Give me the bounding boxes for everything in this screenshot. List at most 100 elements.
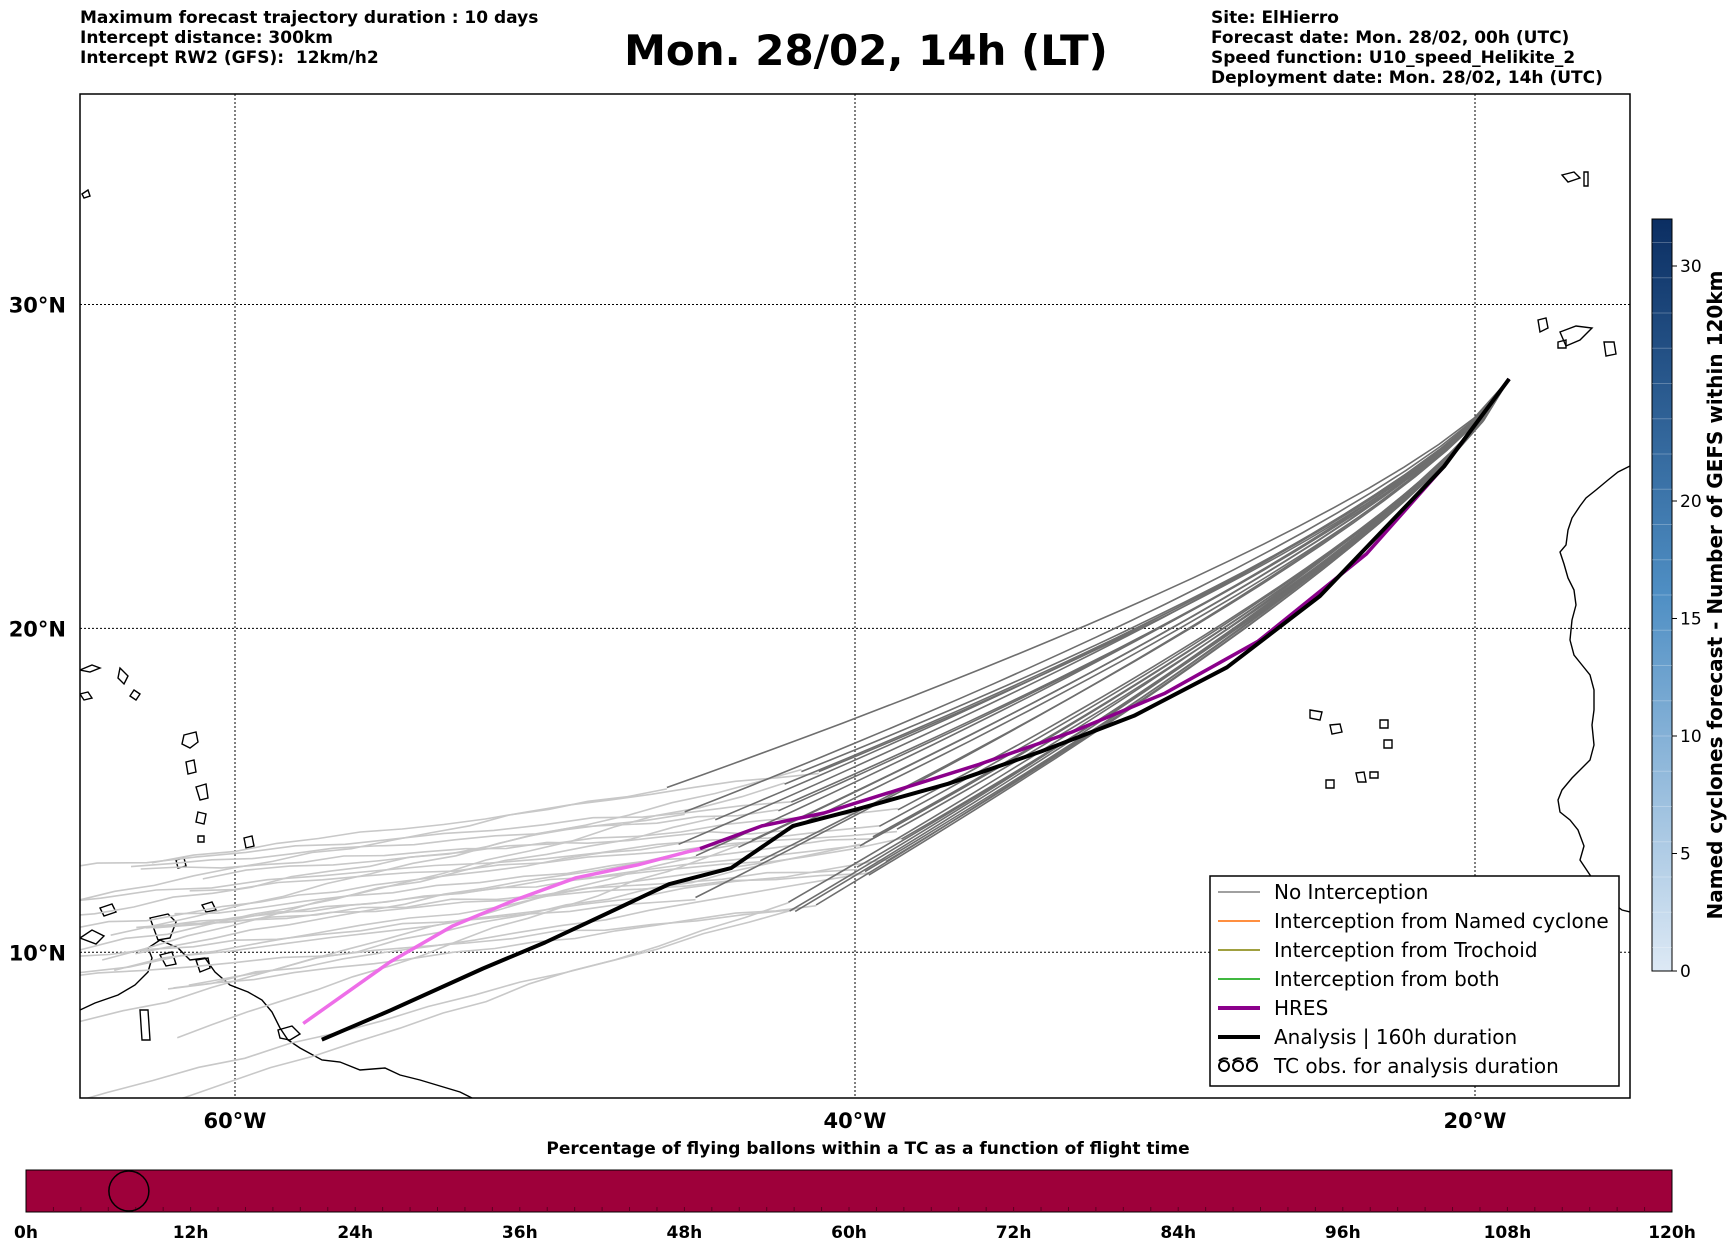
timeline-tick-label: 60h (831, 1223, 867, 1241)
timeline-tick-label: 36h (502, 1223, 538, 1241)
no-interception-track-late (114, 837, 902, 972)
cape-verde-island (1309, 709, 1323, 721)
canary-island (1537, 317, 1549, 334)
coastlines (80, 171, 1630, 1098)
canary-island (1559, 325, 1594, 347)
timeline-tick-label: 108h (1484, 1223, 1532, 1241)
no-interception-track-late (140, 829, 791, 870)
no-interception-track (856, 378, 1510, 868)
flight-time-timeline: Percentage of flying ballons within a TC… (14, 1139, 1696, 1241)
hres-track (699, 377, 1511, 851)
no-interception-track-late (80, 813, 685, 916)
no-interception-track (790, 378, 1510, 830)
no-interception-track (684, 378, 1510, 813)
lat-tick-label: 20°N (9, 617, 66, 641)
intercept-distance-text: Intercept distance: 300km (80, 28, 333, 48)
no-interception-track-late (189, 830, 898, 892)
canary-island (1603, 341, 1617, 357)
colorbar-tick-label: 15 (1680, 610, 1702, 630)
no-interception-track-late (101, 782, 785, 961)
tc-obs-icon-tail (1232, 1057, 1243, 1062)
legend-box (1209, 875, 1620, 1087)
caribbean-island (117, 666, 129, 686)
cape-verde-island (1379, 719, 1389, 729)
timeline-tick-label: 72h (996, 1223, 1032, 1241)
site-text: Site: ElHierro (1211, 8, 1339, 28)
no-interception-track-late (177, 844, 739, 1039)
header-left-info: Maximum forecast trajectory duration : 1… (80, 8, 538, 68)
no-interception-track-late (173, 904, 817, 989)
speed-function-text: Speed function: U10_speed_Helikite_2 (1211, 48, 1576, 68)
tc-obs-icon (1218, 1060, 1230, 1072)
analysis-track (321, 377, 1511, 1042)
caribbean-island (80, 691, 94, 701)
lon-tick-label: 40°W (824, 1109, 887, 1133)
legend-item-label: Interception from Named cyclone (1274, 909, 1609, 933)
timeline-bar (25, 1169, 1673, 1213)
no-interception-track-late (151, 772, 819, 864)
colorbar-tick-label: 5 (1680, 845, 1691, 865)
legend-item-label: Analysis | 160h duration (1274, 1025, 1517, 1049)
no-interception-track (864, 378, 1510, 873)
no-interception-track-late (162, 861, 761, 927)
trinidad-coast (277, 1025, 302, 1041)
no-interception-track-late (180, 901, 789, 1098)
caribbean-island (195, 811, 207, 825)
header-right-info: Site: ElHierro Forecast date: Mon. 28/02… (1211, 8, 1603, 88)
no-interception-track-late (80, 855, 697, 1023)
cape-verde-island (1325, 779, 1335, 789)
no-interception-track-late (110, 768, 802, 936)
caribbean-island (149, 913, 177, 941)
legend-item-label: TC obs. for analysis duration (1273, 1054, 1559, 1078)
caribbean-island (197, 835, 205, 843)
timeline-tick-label: 24h (337, 1223, 373, 1241)
axis-tick-labels: 60°W 40°W 20°W 30°N 20°N 10°N (9, 294, 1507, 1133)
cape-verde-island (1355, 771, 1367, 783)
lat-tick-label: 10°N (9, 941, 66, 965)
caribbean-island (80, 929, 106, 945)
caribbean-island (158, 951, 177, 967)
azores-island (81, 188, 91, 199)
timeline-tick-label: 96h (1325, 1223, 1361, 1241)
no-interception-track (666, 378, 1510, 789)
cape-verde-island (1329, 723, 1343, 735)
no-interception-track-late (202, 807, 898, 880)
lat-tick-label: 30°N (9, 294, 66, 318)
legend: No Interception Interception from Named c… (1209, 875, 1620, 1087)
no-interception-track (695, 378, 1510, 857)
no-interception-track-late (80, 842, 679, 929)
hres-track-late (302, 846, 701, 1025)
intercept-rw2-text: Intercept RW2 (GFS): 12km/h2 (80, 48, 379, 68)
no-interception-track-late (80, 817, 716, 951)
colorbar-tick-label: 20 (1680, 492, 1702, 512)
timeline-marker (108, 1170, 150, 1212)
cape-verde-island (1383, 739, 1393, 749)
map-frame (79, 93, 1631, 1099)
cape-verde-island (1369, 771, 1379, 779)
caribbean-island (139, 1009, 151, 1041)
no-interception-track-late (188, 843, 861, 986)
caribbean-island (80, 664, 102, 673)
colorbar-tick-label: 0 (1680, 962, 1691, 982)
legend-item-label: No Interception (1274, 880, 1428, 904)
caribbean-island (195, 957, 211, 973)
caribbean-island (181, 731, 199, 749)
south-america-coast (80, 939, 473, 1098)
no-interception-track-late (153, 872, 866, 929)
ensemble-tracks-late (80, 768, 902, 1098)
main-tracks (302, 377, 1511, 1042)
no-interception-track (784, 378, 1510, 785)
caribbean-island (129, 689, 141, 701)
no-interception-track-late (167, 872, 869, 990)
no-interception-track-late (85, 908, 796, 1098)
madeira-island (1560, 171, 1582, 183)
lon-tick-label: 20°W (1444, 1109, 1507, 1133)
page-title: Mon. 28/02, 14h (LT) (624, 26, 1108, 75)
tc-obs-icon-tail (1246, 1057, 1257, 1062)
no-interception-track (859, 378, 1510, 847)
no-interception-track (738, 378, 1510, 849)
caribbean-island (195, 783, 209, 801)
timeline-title: Percentage of flying ballons within a TC… (546, 1139, 1189, 1159)
tc-obs-icon (1232, 1060, 1244, 1072)
